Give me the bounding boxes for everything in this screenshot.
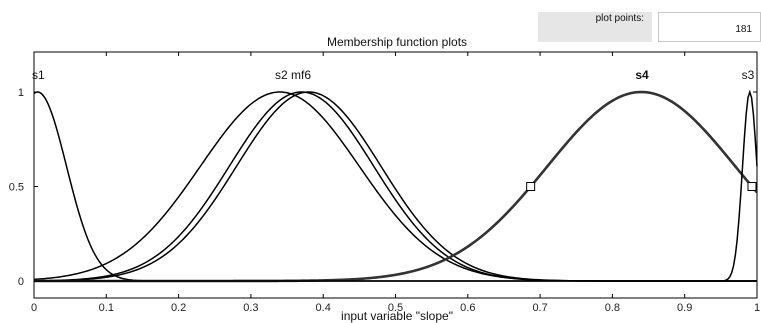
plot-area-frame <box>33 51 758 299</box>
plot-points-value: 181 <box>735 24 752 35</box>
y-tick-label: 1 <box>18 87 24 99</box>
mf-curve-mf6[interactable] <box>33 91 757 282</box>
x-tick-label: 0.5 <box>388 302 403 314</box>
mf-curve-s3[interactable] <box>34 89 758 282</box>
mf-handle-s4[interactable] <box>526 182 536 191</box>
chart-title: Membership function plots <box>327 35 467 49</box>
mf-curve-s1[interactable] <box>33 91 757 282</box>
y-tick-label: 0 <box>18 276 24 288</box>
x-tick-label: 0.7 <box>532 302 547 314</box>
x-tick-label: 0.1 <box>99 302 114 314</box>
plot-points-label-box: plot points: <box>538 12 652 42</box>
mf-curve-s4[interactable] <box>34 90 758 283</box>
mf-name-label: s1 <box>32 68 45 82</box>
x-tick-label: 0 <box>31 302 37 314</box>
plot-points-label: plot points: <box>595 13 644 24</box>
x-tick-label: 0.6 <box>460 302 475 314</box>
x-tick-label: 0.3 <box>243 302 258 314</box>
y-tick-label: 0.5 <box>9 182 24 194</box>
mf-curve-s2[interactable] <box>33 91 757 282</box>
mf-name-label: s2 mf6 <box>275 68 311 82</box>
mf-name-label: s3 <box>742 68 755 82</box>
x-tick-label: 0.4 <box>316 302 331 314</box>
x-tick-label: 0.2 <box>171 302 186 314</box>
x-tick-label: 0.9 <box>677 302 692 314</box>
x-tick-label: 1 <box>754 302 760 314</box>
mf-handle-s4[interactable] <box>747 182 757 191</box>
mf-name-label: s4 <box>635 68 649 82</box>
x-tick-label: 0.8 <box>605 302 620 314</box>
x-axis-label: input variable "slope" <box>341 309 453 323</box>
plot-points-input[interactable]: 181 <box>658 12 761 42</box>
mf-curve-mf5[interactable] <box>33 91 757 282</box>
